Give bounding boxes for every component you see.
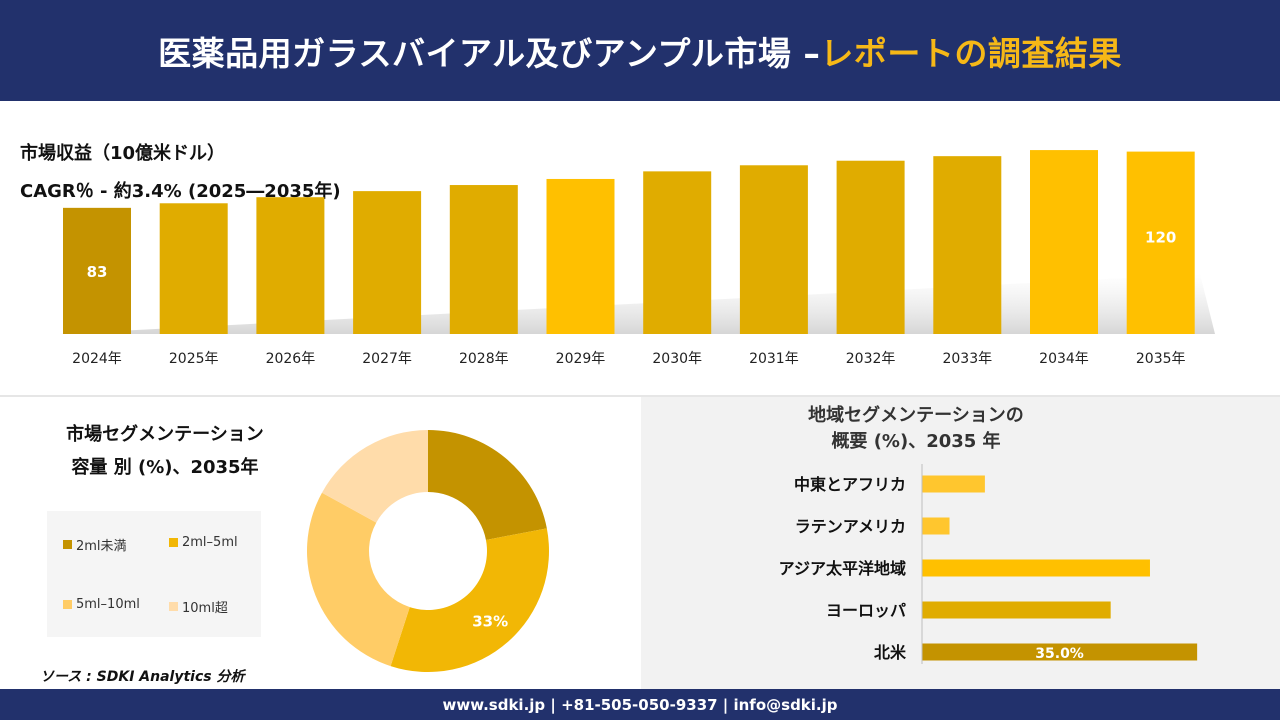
region-label: 中東とアフリカ <box>794 475 906 494</box>
segment-title: 市場セグメンテーション 容量 別 (%)、2035年 <box>30 418 300 484</box>
bar-2028年 <box>449 185 518 334</box>
x-tick-label: 2028年 <box>459 351 509 367</box>
legend-swatch <box>169 602 178 611</box>
revenue-chart-panel: 市場収益（10億米ドル） CAGR％ - 約3.4% (2025―2035年) … <box>0 101 1280 395</box>
legend-item: 5ml–10ml <box>63 597 140 612</box>
header-bar: 医薬品用ガラスバイアル及びアンプル市場 –レポートの調査結果 <box>0 0 1280 101</box>
bar-data-label: 120 <box>1145 229 1176 247</box>
bar-2024年 <box>63 207 131 334</box>
region-title-line2: 概要 (%)、2035 年 <box>831 431 1001 452</box>
legend-item: 2ml–5ml <box>169 535 238 550</box>
bar-2032年 <box>836 160 905 334</box>
bar-2025年 <box>159 203 228 334</box>
bar-2035年 <box>1126 151 1195 334</box>
x-tick-label: 2035年 <box>1136 351 1186 367</box>
donut-slice-5ml–10ml <box>306 492 410 667</box>
x-tick-label: 2030年 <box>652 351 702 367</box>
contact-info[interactable]: www.sdki.jp | +81-505-050-9337 | info@sd… <box>442 695 838 714</box>
x-tick-label: 2026年 <box>266 351 316 367</box>
title-separator: – <box>791 33 821 73</box>
capacity-donut-chart: 33% <box>306 430 549 672</box>
region-label: アジア太平洋地域 <box>779 559 906 578</box>
legend-item: 2ml未満 <box>63 535 127 554</box>
region-bar-ラテンアメリカ <box>922 517 950 535</box>
legend-swatch <box>63 600 72 609</box>
title-accent: レポートの調査結果 <box>820 33 1122 73</box>
bar-shadow <box>60 274 1215 334</box>
region-data-label: 35.0% <box>1035 646 1084 662</box>
bar-2031年 <box>739 165 808 334</box>
legend-item: 10ml超 <box>169 597 228 616</box>
legend-swatch <box>169 538 178 547</box>
legend-swatch <box>63 540 72 549</box>
legend-label: 5ml–10ml <box>76 597 140 612</box>
region-label: ヨーロッパ <box>826 601 906 620</box>
donut-data-label: 33% <box>472 613 508 631</box>
section-divider <box>0 395 1280 397</box>
revenue-label: 市場収益（10億米ドル） <box>20 143 226 164</box>
region-bar-アジア太平洋地域 <box>922 559 1150 577</box>
region-panel <box>641 397 1280 689</box>
page-title: 医薬品用ガラスバイアル及びアンプル市場 –レポートの調査結果 <box>158 27 1122 75</box>
legend-label: 2ml未満 <box>76 539 127 554</box>
region-bar-ヨーロッパ <box>922 601 1111 619</box>
revenue-bar-chart: 2024年 83 2025年 2026年 2027年 2028年 2029年 2030年 203… <box>60 150 1215 367</box>
donut-legend: 2ml未満 2ml–5ml 5ml–10ml 10ml超 <box>47 511 261 637</box>
bar-2029年 <box>546 178 615 334</box>
segment-title-line1: 市場セグメンテーション <box>66 424 264 445</box>
donut-slice-2ml–5ml <box>390 528 549 672</box>
x-tick-label: 2033年 <box>942 351 992 367</box>
bar-data-label: 83 <box>87 263 108 281</box>
region-bar-中東とアフリカ <box>922 475 985 493</box>
region-bar-北米 <box>922 643 1198 661</box>
region-label: 北米 <box>874 643 907 662</box>
segment-title-line2: 容量 別 (%)、2035年 <box>71 457 259 478</box>
x-tick-label: 2024年 <box>72 351 122 367</box>
donut-slice-10ml超 <box>321 430 428 523</box>
x-tick-label: 2034年 <box>1039 351 1089 367</box>
bar-2033年 <box>933 156 1002 334</box>
region-label: ラテンアメリカ <box>795 517 906 536</box>
region-title-line1: 地域セグメンテーションの <box>808 405 1024 426</box>
title-main: 医薬品用ガラスバイアル及びアンプル市場 <box>158 33 792 73</box>
bar-2027年 <box>353 191 422 334</box>
bar-2026年 <box>256 197 325 334</box>
region-title: 地域セグメンテーションの 概要 (%)、2035 年 <box>641 403 1191 455</box>
cagr-label: CAGR％ - 約3.4% (2025―2035年) <box>20 181 341 202</box>
x-tick-label: 2029年 <box>556 351 606 367</box>
x-tick-label: 2025年 <box>169 351 219 367</box>
legend-label: 10ml超 <box>182 601 228 616</box>
bar-2030年 <box>643 171 712 334</box>
x-tick-label: 2032年 <box>846 351 896 367</box>
x-tick-label: 2027年 <box>362 351 412 367</box>
donut-slice-2ml未満 <box>428 430 547 540</box>
x-tick-label: 2031年 <box>749 351 799 367</box>
footer-bar: www.sdki.jp | +81-505-050-9337 | info@sd… <box>0 689 1280 720</box>
bar-2034年 <box>1030 150 1098 334</box>
legend-label: 2ml–5ml <box>182 535 238 550</box>
source-note: ソース : SDKI Analytics 分析 <box>40 669 245 685</box>
